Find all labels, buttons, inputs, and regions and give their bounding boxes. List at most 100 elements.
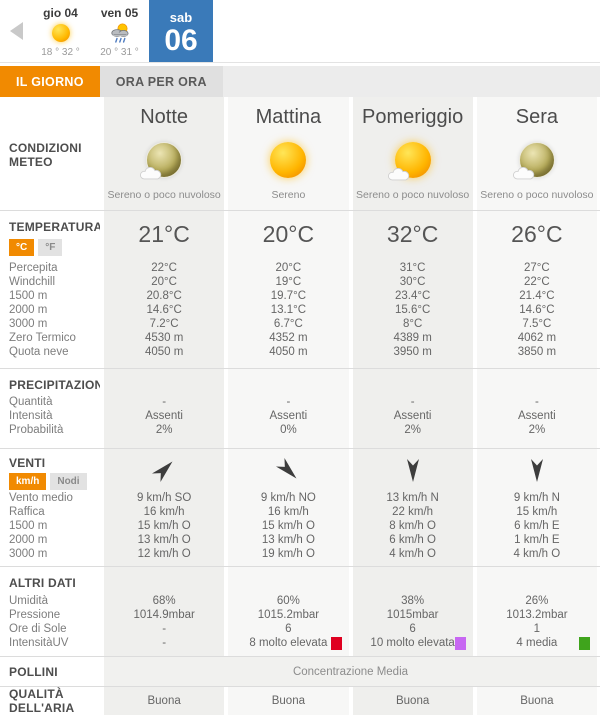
cell-value: 1015mbar bbox=[386, 609, 439, 621]
column-notte: 68% 1014.9mbar - - bbox=[100, 567, 225, 656]
section-pollini: POLLINI Concentrazione Media bbox=[0, 656, 600, 686]
column-sera: 26°C 27°C 22°C 21.4°C 14.6°C 7.5°C 4062 … bbox=[472, 211, 597, 368]
main-temperature: 26°C bbox=[511, 221, 563, 247]
cell-value: 14.6°C bbox=[519, 304, 555, 316]
cell-value: 22°C bbox=[524, 276, 550, 288]
cell-value: 15 km/h O bbox=[137, 520, 191, 532]
cell-value: Buona bbox=[271, 695, 305, 707]
row-label: Zero Termico bbox=[9, 332, 76, 344]
cell-value: 14.6°C bbox=[146, 304, 182, 316]
knots-button[interactable]: Nodi bbox=[50, 473, 87, 490]
section-altri-dati: ALTRI DATI Umidità Pressione Ore di Sole… bbox=[0, 566, 600, 656]
section-title: ALTRI DATI bbox=[9, 576, 76, 590]
section-venti: VENTI km/h Nodi Vento medio Raffica 1500… bbox=[0, 448, 600, 566]
selected-day-number: 06 bbox=[164, 23, 198, 57]
column-mattina: Buona bbox=[224, 687, 349, 715]
day-label: ven 05 bbox=[100, 5, 139, 20]
cell-value: 4062 m bbox=[517, 332, 557, 344]
kmh-button[interactable]: km/h bbox=[9, 473, 47, 490]
cell-value: 20.8°C bbox=[146, 290, 182, 302]
cell-value: 13 km/h O bbox=[137, 534, 191, 546]
cell-value: 6 km/h O bbox=[389, 534, 436, 546]
day-tab-gio-04[interactable]: gio 04 18 ° 32 ° bbox=[31, 0, 90, 62]
cell-value: 7.2°C bbox=[149, 318, 179, 330]
cell-value: - bbox=[534, 396, 539, 408]
day-tab-ven-05[interactable]: ven 05 20 ° 31 ° bbox=[90, 0, 149, 62]
main-temperature: 32°C bbox=[386, 221, 439, 247]
column-sera: Sera Sereno o poco nuvoloso bbox=[472, 97, 597, 210]
cell-value: 19.7°C bbox=[270, 290, 307, 302]
cell-value: 4050 m bbox=[144, 346, 184, 358]
row-label: Pressione bbox=[9, 609, 61, 621]
section-title: QUALITÀ DELL'ARIA bbox=[9, 687, 75, 715]
main-temperature: 21°C bbox=[138, 221, 190, 247]
cell-value: 2% bbox=[404, 424, 421, 436]
cell-value: 8°C bbox=[402, 318, 423, 330]
cell-value: 6 bbox=[285, 623, 292, 635]
column-notte: Buona bbox=[100, 687, 225, 715]
cell-value: 4530 m bbox=[144, 332, 184, 344]
day-label: gio 04 bbox=[43, 5, 78, 20]
column-header: Sera bbox=[515, 106, 558, 128]
section-temperatura: TEMPERATURA °C °F Percepita Windchill 15… bbox=[0, 210, 600, 368]
tab-il-giorno[interactable]: IL GIORNO bbox=[0, 66, 100, 97]
cell-value: Buona bbox=[147, 695, 181, 707]
cell-value: 6 km/h E bbox=[514, 520, 560, 532]
section-title: POLLINI bbox=[9, 664, 58, 679]
celsius-button[interactable]: °C bbox=[9, 239, 35, 256]
weather-caption: Sereno o poco nuvoloso bbox=[107, 189, 221, 201]
day-min-max-temps: 18 ° 32 ° bbox=[41, 46, 80, 58]
day-tab-sab-06-selected[interactable]: sab 06 bbox=[149, 0, 213, 62]
row-label: Quantità bbox=[9, 396, 53, 408]
column-mattina: 9 km/h NO 16 km/h 15 km/h O 13 km/h O 19… bbox=[224, 449, 349, 566]
previous-days-arrow[interactable] bbox=[10, 22, 23, 40]
column-mattina: Mattina Sereno bbox=[224, 97, 349, 210]
cell-value: 9 km/h NO bbox=[260, 492, 316, 504]
cell-value: 12 km/h O bbox=[137, 548, 191, 560]
cell-value: 15.6°C bbox=[394, 304, 431, 316]
cell-value: 27°C bbox=[524, 262, 550, 274]
cell-value: 15 km/h O bbox=[261, 520, 315, 532]
cell-value: 3850 m bbox=[517, 346, 557, 358]
cell-value: Assenti bbox=[518, 410, 556, 422]
cell-value: 60% bbox=[276, 595, 300, 607]
cell-value: 4 km/h O bbox=[389, 548, 436, 560]
fahrenheit-button[interactable]: °F bbox=[38, 239, 63, 256]
column-pomeriggio: 32°C 31°C 30°C 23.4°C 15.6°C 8°C 4389 m … bbox=[348, 211, 473, 368]
column-sera: - Assenti 2% bbox=[472, 369, 597, 448]
cell-value: 15 km/h bbox=[516, 506, 558, 518]
column-header: Notte bbox=[140, 106, 189, 128]
column-header: Mattina bbox=[255, 106, 322, 128]
column-notte: Notte Sereno o poco nuvoloso bbox=[100, 97, 225, 210]
cell-value: 2% bbox=[155, 424, 173, 436]
cell-value: 4 media bbox=[516, 637, 558, 649]
moon-cloud-icon bbox=[140, 142, 183, 180]
uv-level-swatch bbox=[579, 637, 590, 650]
column-pomeriggio: 13 km/h N 22 km/h 8 km/h O 6 km/h O 4 km… bbox=[348, 449, 473, 566]
cell-value: 31°C bbox=[399, 262, 426, 274]
sun-icon bbox=[270, 142, 307, 178]
section-precipitazioni: PRECIPITAZIONI Quantità Intensità Probab… bbox=[0, 368, 600, 448]
section-qualita-aria: QUALITÀ DELL'ARIA Buona Buona Buona Buon… bbox=[0, 686, 600, 715]
cell-value: 1015.2mbar bbox=[257, 609, 320, 621]
cell-value: 0% bbox=[280, 424, 297, 436]
row-label: 3000 m bbox=[9, 548, 48, 560]
wind-direction-arrow-icon bbox=[152, 461, 173, 483]
cell-value: 19 km/h O bbox=[261, 548, 315, 560]
column-sera: 26% 1013.2mbar 1 4 media bbox=[472, 567, 597, 656]
row-label: 1500 m bbox=[9, 520, 48, 532]
uv-level-swatch bbox=[454, 637, 466, 650]
cell-value: 8 molto elevata bbox=[249, 637, 328, 649]
column-notte: 9 km/h SO 16 km/h 15 km/h O 13 km/h O 12… bbox=[100, 449, 225, 566]
cell-value: 2% bbox=[528, 424, 546, 436]
weather-caption: Sereno o poco nuvoloso bbox=[356, 189, 470, 201]
cell-value: 19°C bbox=[275, 276, 302, 288]
day-min-max-temps: 20 ° 31 ° bbox=[100, 46, 139, 58]
cell-value: 22°C bbox=[151, 262, 177, 274]
selected-day-label: sab bbox=[169, 9, 193, 25]
section-title: PRECIPITAZIONI bbox=[9, 378, 107, 392]
row-label: IntensitàUV bbox=[9, 637, 69, 649]
cell-value: 16 km/h bbox=[143, 506, 185, 518]
tab-ora-per-ora[interactable]: ORA PER ORA bbox=[99, 66, 223, 97]
main-temperature: 20°C bbox=[262, 221, 315, 247]
